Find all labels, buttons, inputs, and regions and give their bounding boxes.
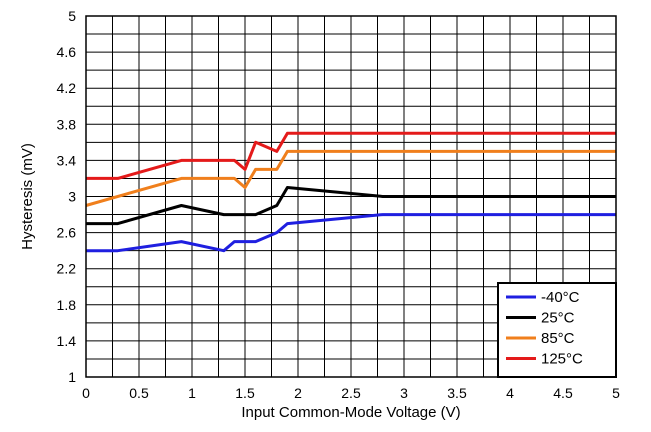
- y-tick-label: 3.8: [57, 116, 77, 132]
- legend: -40°C 25°C 85°C 125°C: [497, 282, 617, 378]
- series-line-3: [86, 131, 616, 180]
- x-axis-title: Input Common-Mode Voltage (V): [241, 404, 460, 421]
- y-tick-labels: 1 1.4 1.8 2.2 2.6 3 3.4 3.8 4.2 4.6 5: [57, 8, 77, 385]
- legend-box: [497, 282, 617, 378]
- x-tick-label: 5: [612, 385, 620, 401]
- legend-label: 125°C: [541, 351, 583, 368]
- x-tick-label: 0.5: [129, 385, 149, 401]
- y-tick-label: 2.2: [57, 261, 77, 277]
- legend-label: -40°C: [541, 289, 580, 306]
- x-tick-label: 1.5: [235, 385, 255, 401]
- series-line-0: [86, 213, 616, 253]
- plot-frame: [85, 15, 617, 378]
- y-tick-label: 1: [68, 369, 76, 385]
- y-tick-label: 2.6: [57, 225, 77, 241]
- series-line-1: [86, 186, 616, 226]
- y-tick-label: 3: [68, 189, 76, 205]
- y-tick-label: 1.4: [57, 333, 77, 349]
- y-tick-label: 4.6: [57, 44, 77, 60]
- series-line-2: [85, 149, 616, 207]
- x-tick-label: 4.5: [553, 385, 573, 401]
- y-tick-label: 1.8: [57, 297, 77, 313]
- x-tick-label: 3: [400, 385, 408, 401]
- x-tick-label: 2: [294, 385, 302, 401]
- y-axis-title: Hysteresis (mV): [19, 143, 36, 250]
- y-tick-label: 5: [68, 8, 76, 24]
- y-tick-label: 3.4: [57, 152, 77, 168]
- legend-label: 25°C: [541, 310, 575, 327]
- x-tick-label: 0: [82, 385, 90, 401]
- legend-label: 85°C: [541, 330, 575, 347]
- y-tick-label: 4.2: [57, 80, 77, 96]
- x-tick-label: 4: [506, 385, 514, 401]
- series-lines: [85, 131, 616, 253]
- x-tick-label: 2.5: [341, 385, 361, 401]
- x-tick-label: 1: [188, 385, 196, 401]
- x-tick-label: 3.5: [447, 385, 467, 401]
- x-tick-labels: 0 0.5 1 1.5 2 2.5 3 3.5 4 4.5 5: [82, 385, 620, 401]
